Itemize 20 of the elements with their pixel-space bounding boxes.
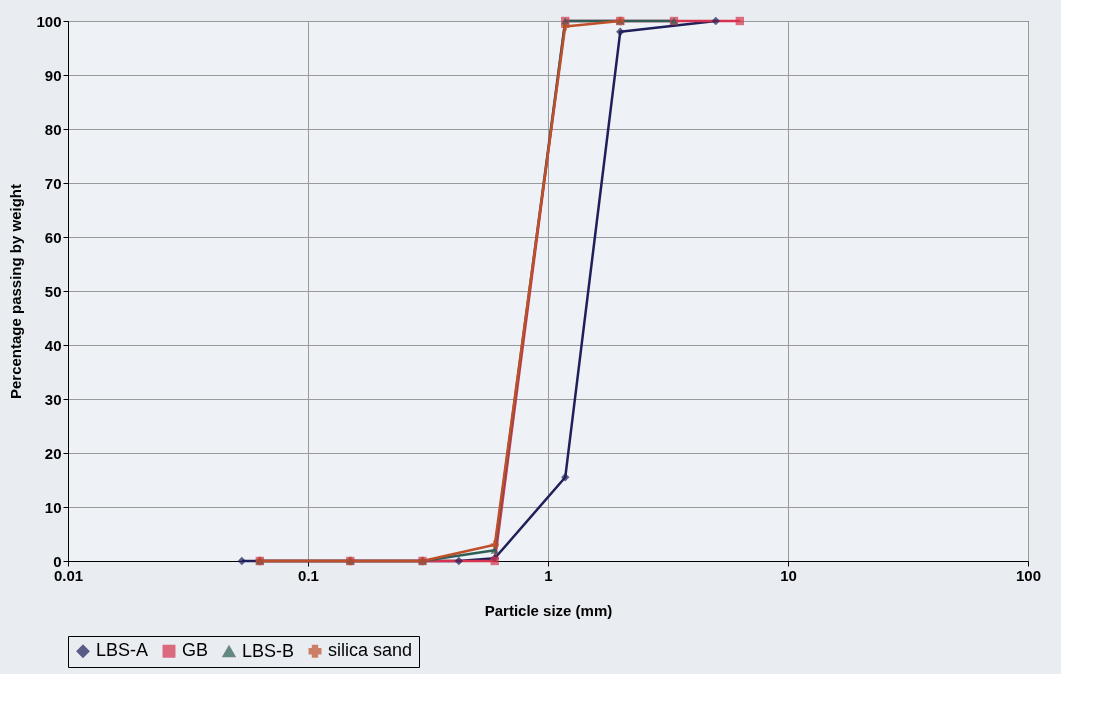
y-tick-label: 80 bbox=[44, 120, 62, 138]
legend-label: GB bbox=[182, 640, 209, 661]
y-tick-label: 100 bbox=[36, 12, 62, 30]
legend-label: LBS-A bbox=[96, 640, 149, 661]
y-axis-title: Percentage passing by weight bbox=[7, 183, 25, 400]
y-tick-label: 30 bbox=[44, 390, 62, 408]
x-tick-label: 10 bbox=[780, 566, 797, 584]
y-tick-label: 20 bbox=[44, 444, 62, 462]
y-tick-label: 60 bbox=[44, 228, 62, 246]
x-axis-title: Particle size (mm) bbox=[484, 601, 613, 619]
y-tick-label: 90 bbox=[44, 66, 62, 84]
x-tick-label: 100 bbox=[1015, 566, 1042, 584]
x-tick-label: 0.1 bbox=[298, 566, 319, 584]
x-tick-label: 1 bbox=[544, 566, 553, 584]
y-tick-label: 50 bbox=[44, 282, 62, 300]
y-tick-label: 40 bbox=[44, 336, 62, 354]
legend-label: silica sand bbox=[328, 640, 413, 661]
y-tick-label: 10 bbox=[44, 498, 62, 516]
y-tick-label: 70 bbox=[44, 174, 62, 192]
legend-label: LBS-B bbox=[242, 640, 295, 661]
